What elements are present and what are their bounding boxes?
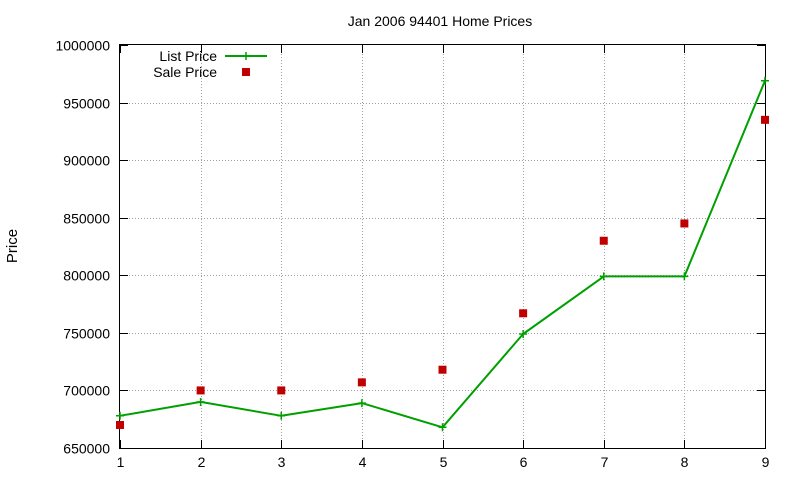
sale-price-point [357,378,366,387]
x-tick-label: 1 [117,454,125,470]
y-tick-label: 800000 [63,268,110,284]
y-tick-label: 700000 [63,383,110,399]
list-price-marker [196,397,205,406]
y-tick-label: 650000 [63,441,110,457]
series [116,76,769,432]
y-tick-label: 750000 [63,326,110,342]
sale-price-point [438,365,447,374]
x-tick-label: 8 [681,454,689,470]
y-tick-label: 900000 [63,153,110,169]
list-price-marker [761,76,769,85]
list-price-marker [599,272,608,281]
y-tick-label: 950000 [63,96,110,112]
list-price-marker [680,272,689,281]
legend-square-swatch [242,68,250,76]
y-tick-label: 850000 [63,211,110,227]
list-price-marker [116,411,124,420]
list-price-marker [519,330,528,339]
x-tick-label: 9 [762,454,770,470]
x-tick-label: 2 [198,454,206,470]
sale-price-point [116,420,124,429]
tick-labels: 650000 700000 750000 800000 850000 900000 9500… [55,38,769,471]
list-price-line [119,80,766,429]
sale-price-point [519,309,528,318]
sale-price-point [277,386,286,395]
x-tick-label: 7 [601,454,609,470]
x-tick-label: 4 [359,454,367,470]
chart-title: Jan 2006 94401 Home Prices [348,13,532,29]
legend-label: Sale Price [153,64,217,80]
list-price-marker [438,423,447,432]
x-tick-label: 3 [278,454,286,470]
sale-price-point [599,236,608,245]
sale-price-point [680,219,689,228]
list-price-marker [357,399,366,408]
x-tick-label: 6 [520,454,528,470]
legend-plus-marker [242,52,250,60]
list-price-marker [277,411,286,420]
x-tick-label: 5 [440,454,448,470]
y-axis-label: Price [4,229,21,263]
plot-frame [119,44,766,449]
grid [120,45,765,448]
sale-price-point [761,115,769,124]
axis-ticks [120,45,766,449]
y-tick-label: 1000000 [55,38,110,54]
legend-label: List Price [159,48,217,64]
sale-price-point [196,386,205,395]
